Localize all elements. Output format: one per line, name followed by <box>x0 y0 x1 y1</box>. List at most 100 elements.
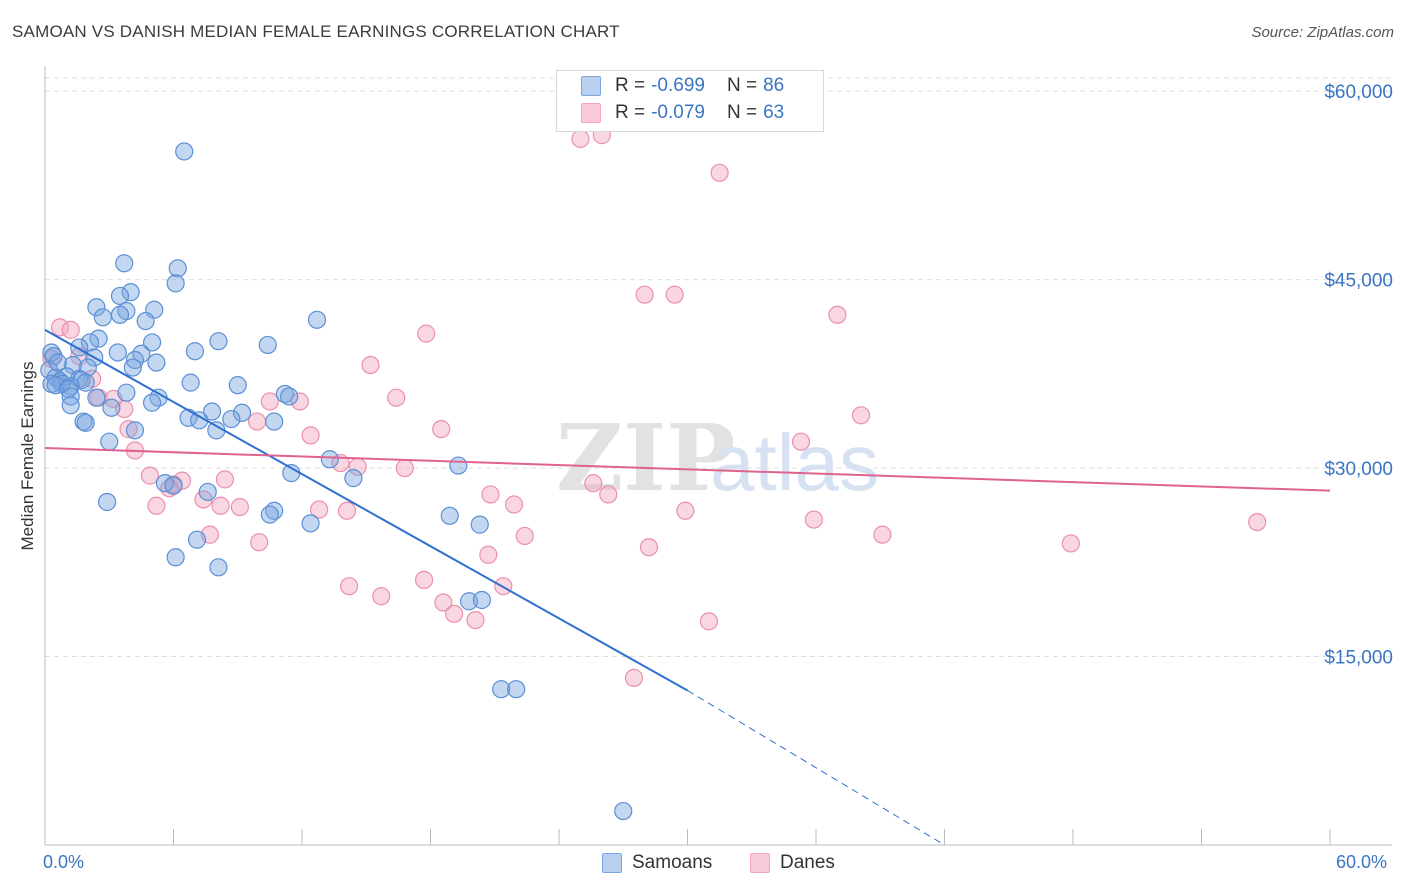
x-tick-min: 0.0% <box>43 852 85 872</box>
samoan-point <box>48 353 67 372</box>
dane-point <box>466 610 485 630</box>
y-tick-label: $30,000 <box>1324 459 1393 480</box>
samoan-point <box>80 333 100 352</box>
samoan-point <box>472 590 491 610</box>
legend-item-samoans[interactable]: Samoans <box>602 852 712 874</box>
series-legend: Samoans Danes <box>0 852 1406 876</box>
dane-point <box>432 420 451 439</box>
samoan-point <box>89 329 108 348</box>
dane-point <box>301 426 320 445</box>
samoan-point <box>61 377 80 396</box>
legend-label-samoans: Samoans <box>632 852 713 873</box>
dane-point <box>211 496 230 515</box>
samoan-point <box>185 342 205 361</box>
x-tick-max: 60.0% <box>1336 852 1388 872</box>
dane-point <box>1248 512 1267 532</box>
legend-row-danes: R = -0.079 N = 63 <box>581 102 784 124</box>
samoan-point <box>492 680 511 699</box>
trend-lines <box>44 328 1331 846</box>
samoans-points <box>40 142 633 821</box>
dane-point <box>372 587 391 606</box>
dane-point <box>61 320 80 339</box>
dane-point <box>361 355 380 375</box>
samoan-point <box>301 514 320 533</box>
samoan-point <box>123 358 142 377</box>
samoan-point <box>125 421 145 440</box>
y-tick-label: $15,000 <box>1324 648 1393 669</box>
r-value: -0.079 <box>651 102 705 123</box>
samoan-point <box>142 393 162 412</box>
dane-point <box>479 545 498 564</box>
dane-point <box>710 163 729 182</box>
samoan-point <box>108 343 127 362</box>
samoan-point <box>507 680 526 699</box>
dane-point <box>804 510 823 529</box>
samoan-point <box>320 450 339 469</box>
samoan-point <box>228 376 247 395</box>
samoan-point <box>470 515 489 534</box>
samoan-point <box>125 350 145 370</box>
danes-swatch <box>750 853 770 873</box>
dane-point <box>434 593 453 612</box>
dane-point <box>515 526 534 546</box>
y-tick-label: $60,000 <box>1324 82 1393 103</box>
samoan-point <box>87 298 106 317</box>
samoan-point <box>344 469 363 488</box>
dane-point <box>665 285 684 304</box>
dane-point <box>340 577 359 596</box>
samoan-point <box>102 398 121 417</box>
samoan-point <box>265 412 284 431</box>
r-value: -0.699 <box>651 75 705 96</box>
dane-point <box>119 420 138 439</box>
axes <box>44 66 1392 846</box>
watermark-atlas: atlas <box>710 418 879 507</box>
samoan-point <box>87 388 106 407</box>
samoan-point <box>76 413 95 432</box>
n-value: 86 <box>763 75 785 96</box>
dane-point <box>247 412 267 431</box>
samoan-point <box>164 476 183 495</box>
n-value: 63 <box>763 102 785 123</box>
dane-point <box>699 612 719 631</box>
dane-point <box>310 500 329 519</box>
samoans-trend-line <box>44 328 688 692</box>
samoan-point <box>93 308 112 327</box>
dane-point <box>584 474 603 493</box>
samoan-point <box>198 482 217 502</box>
samoan-point <box>168 259 187 278</box>
samoans-trend-extension <box>687 690 945 846</box>
legend-label-danes: Danes <box>780 852 835 873</box>
dane-point <box>337 501 357 520</box>
samoan-point <box>142 333 162 352</box>
samoan-point <box>166 548 185 567</box>
dane-point <box>599 485 618 504</box>
samoan-point <box>280 387 299 406</box>
dane-point <box>215 470 234 489</box>
dane-point <box>873 525 892 544</box>
samoan-point <box>232 403 252 422</box>
correlation-legend: R = -0.699 N = 86 R = -0.079 N = 63 <box>556 70 824 132</box>
samoan-point <box>117 383 136 402</box>
samoan-point <box>175 142 194 161</box>
watermark-zip: ZIP <box>556 404 735 512</box>
dane-point <box>828 305 847 324</box>
dane-point <box>417 324 436 343</box>
samoan-point <box>209 558 228 577</box>
samoan-point <box>110 305 130 324</box>
samoan-point <box>614 801 633 821</box>
samoan-point <box>136 311 155 331</box>
samoan-point <box>260 505 279 524</box>
dane-point <box>1061 534 1080 553</box>
chart-title: SAMOAN VS DANISH MEDIAN FEMALE EARNINGS … <box>12 22 620 41</box>
samoan-point <box>187 530 207 549</box>
r-label: R = <box>615 75 646 96</box>
samoan-point <box>147 353 166 372</box>
samoan-point <box>115 254 134 273</box>
samoan-point <box>98 492 117 512</box>
samoan-point <box>110 286 130 306</box>
source-label: Source: ZipAtlas.com <box>1251 24 1394 41</box>
dane-point <box>414 570 434 589</box>
legend-item-danes[interactable]: Danes <box>750 852 835 874</box>
r-label: R = <box>615 102 646 123</box>
dane-point <box>571 129 590 148</box>
